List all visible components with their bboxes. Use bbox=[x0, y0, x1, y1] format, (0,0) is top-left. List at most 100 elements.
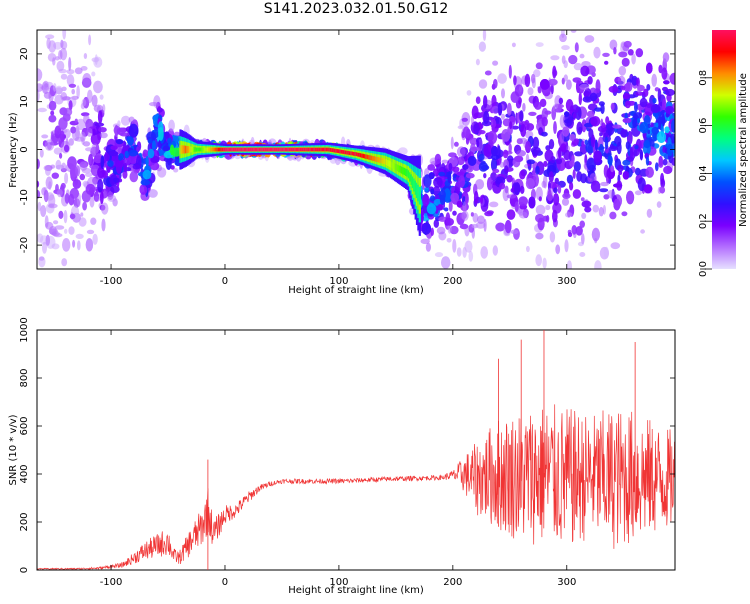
heatmap-cell bbox=[639, 149, 644, 161]
heatmap-ridge-cell bbox=[279, 147, 282, 152]
heatmap-cell bbox=[58, 210, 64, 219]
heatmap-ridge-cell bbox=[361, 153, 364, 158]
heatmap-cell bbox=[450, 192, 460, 203]
snr-series-line bbox=[37, 404, 675, 570]
heatmap-cell bbox=[499, 161, 505, 168]
heatmap-cell bbox=[85, 147, 94, 152]
heatmap-cell bbox=[584, 122, 593, 128]
heatmap-ridge-cell bbox=[213, 147, 216, 152]
heatmap-cell bbox=[579, 83, 590, 90]
heatmap-cell bbox=[582, 96, 593, 103]
heatmap-cell bbox=[48, 114, 57, 123]
heatmap-ridge-cell bbox=[359, 153, 363, 158]
heatmap-cell bbox=[62, 96, 71, 101]
heatmap-cell bbox=[58, 117, 68, 130]
heatmap-ridge-cell bbox=[390, 161, 393, 168]
heatmap-cell bbox=[129, 171, 139, 183]
heatmap-marks bbox=[37, 30, 675, 269]
heatmap-cell bbox=[122, 170, 128, 179]
heatmap-ridge-cell bbox=[268, 147, 271, 152]
heatmap-cell bbox=[108, 150, 119, 157]
heatmap-ridge-cell bbox=[239, 147, 242, 152]
heatmap-cell bbox=[486, 177, 493, 191]
heatmap-cell bbox=[555, 244, 561, 255]
heatmap-ridge-cell bbox=[298, 147, 301, 152]
heatmap-cell bbox=[68, 57, 72, 71]
heatmap-cell bbox=[443, 188, 451, 202]
heatmap-cell bbox=[572, 104, 579, 114]
heatmap-cell bbox=[490, 118, 497, 129]
heatmap-cell bbox=[590, 180, 601, 193]
heatmap-cell bbox=[424, 187, 430, 192]
heatmap-cell bbox=[537, 86, 542, 94]
heatmap-ridge-cell bbox=[260, 147, 263, 152]
heatmap-cell bbox=[608, 145, 619, 152]
heatmap-cell bbox=[441, 159, 449, 164]
heatmap-cell bbox=[572, 113, 577, 119]
heatmap-ridge-cell bbox=[273, 147, 276, 152]
heatmap-cell bbox=[502, 187, 509, 202]
heatmap-ridge-cell bbox=[305, 147, 308, 152]
heatmap-ridge-cell bbox=[249, 147, 252, 152]
heatmap-cell bbox=[53, 147, 63, 155]
heatmap-cell bbox=[569, 181, 574, 191]
heatmap-ridge-cell bbox=[235, 147, 238, 152]
heatmap-cell bbox=[558, 147, 562, 159]
heatmap-cell bbox=[128, 123, 139, 138]
heatmap-ridge-cell bbox=[392, 162, 395, 169]
heatmap-ridge-cell bbox=[417, 184, 420, 202]
heatmap-cell bbox=[52, 83, 57, 92]
heatmap-ridge-cell bbox=[183, 145, 186, 154]
heatmap-cell bbox=[77, 240, 81, 251]
heatmap-cell bbox=[580, 197, 585, 202]
spectrogram-x-tick-label: 0 bbox=[222, 276, 228, 287]
heatmap-cell bbox=[598, 101, 605, 107]
heatmap-cell bbox=[610, 165, 615, 173]
heatmap-cell bbox=[91, 143, 100, 154]
heatmap-ridge-cell bbox=[310, 147, 313, 152]
heatmap-cell bbox=[589, 92, 598, 102]
heatmap-ridge-cell bbox=[406, 169, 409, 177]
heatmap-cell bbox=[662, 98, 667, 112]
heatmap-ridge-cell bbox=[243, 147, 246, 152]
heatmap-ridge-cell bbox=[299, 147, 302, 152]
heatmap-cell bbox=[117, 120, 121, 127]
heatmap-cell bbox=[37, 107, 47, 113]
snr-y-ticks: 0 200 400 600 800 1000 bbox=[19, 317, 675, 573]
heatmap-cell bbox=[519, 185, 525, 194]
heatmap-cell bbox=[436, 226, 446, 235]
heatmap-cell bbox=[455, 176, 459, 181]
heatmap-ridge-cell bbox=[335, 148, 338, 153]
heatmap-cell bbox=[60, 39, 64, 49]
heatmap-cell bbox=[53, 220, 59, 225]
heatmap-cell bbox=[510, 229, 519, 235]
heatmap-cell bbox=[101, 202, 109, 215]
heatmap-cell bbox=[544, 149, 554, 162]
heatmap-cell bbox=[511, 125, 519, 130]
heatmap-ridge-cell bbox=[219, 147, 222, 152]
heatmap-cell bbox=[657, 88, 662, 102]
heatmap-cell bbox=[633, 112, 643, 120]
heatmap-cell bbox=[114, 124, 119, 138]
heatmap-ridge-cell bbox=[295, 147, 298, 152]
heatmap-ridge-cell bbox=[292, 147, 296, 152]
heatmap-ridge-cell bbox=[288, 147, 291, 152]
heatmap-cell bbox=[98, 127, 107, 133]
heatmap-cell bbox=[546, 187, 554, 202]
heatmap-ridge-cell bbox=[372, 155, 375, 161]
heatmap-cell bbox=[504, 165, 509, 175]
heatmap-ridge-cell bbox=[286, 147, 289, 152]
heatmap-cell bbox=[66, 74, 75, 87]
heatmap-cell bbox=[550, 55, 560, 61]
heatmap-cell bbox=[548, 171, 554, 183]
heatmap-cell bbox=[79, 131, 86, 142]
heatmap-ridge-cell bbox=[394, 163, 397, 170]
heatmap-ridge-cell bbox=[414, 180, 417, 195]
heatmap-cell bbox=[622, 159, 631, 166]
heatmap-cell bbox=[623, 83, 631, 92]
heatmap-cell bbox=[448, 152, 457, 158]
heatmap-ridge-cell bbox=[312, 147, 315, 152]
heatmap-ridge-cell bbox=[257, 147, 260, 152]
heatmap-ridge-cell bbox=[379, 157, 382, 163]
heatmap-ridge-cell bbox=[338, 149, 341, 154]
